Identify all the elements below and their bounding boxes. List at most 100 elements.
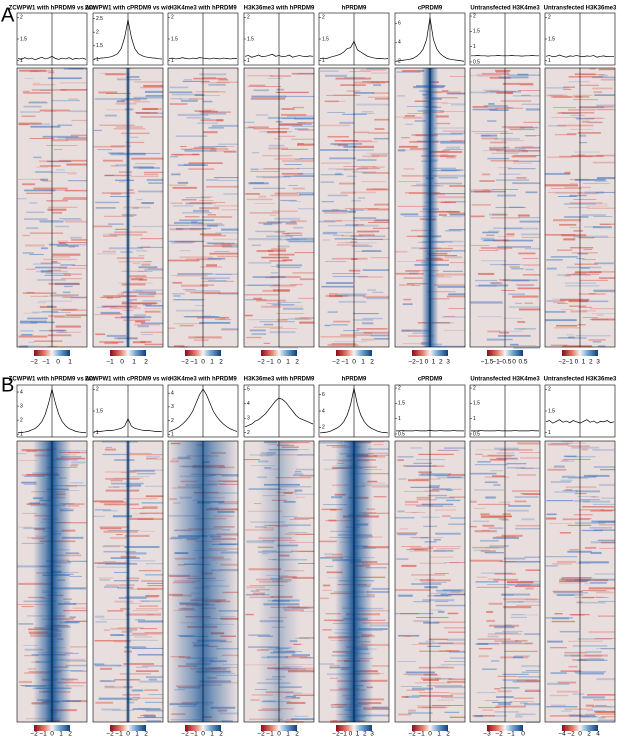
heatmap-streak bbox=[600, 223, 611, 225]
heatmap-streak bbox=[480, 572, 513, 574]
heatmap-streak bbox=[596, 108, 615, 111]
heatmap-streak bbox=[487, 120, 497, 122]
heatmap-streak bbox=[292, 187, 305, 190]
colorbar-label: −1 bbox=[39, 731, 47, 738]
heatmap-streak bbox=[272, 304, 295, 306]
heatmap-streak bbox=[567, 640, 603, 642]
heatmap-streak bbox=[322, 209, 348, 212]
heatmap-streak bbox=[438, 449, 461, 451]
heatmap-streak bbox=[559, 580, 588, 583]
heatmap-streak bbox=[477, 461, 491, 463]
heatmap-streak bbox=[207, 214, 216, 216]
heatmap-streak bbox=[515, 639, 528, 642]
heatmap-streak bbox=[580, 517, 592, 520]
heatmap-streak bbox=[429, 484, 441, 487]
heatmap-streak bbox=[256, 299, 286, 302]
colorbar-label: 3 bbox=[446, 359, 450, 366]
heatmap-streak bbox=[563, 88, 572, 90]
heatmap-streak bbox=[247, 86, 282, 87]
heatmap-streak bbox=[361, 166, 378, 168]
heatmap-streak bbox=[600, 468, 615, 471]
heatmap-streak bbox=[523, 493, 540, 495]
heatmap-streak bbox=[500, 132, 513, 134]
heatmap-streak bbox=[600, 716, 615, 718]
chart-title: Untransfected H3K4me3 bbox=[470, 6, 540, 12]
heatmap-streak bbox=[210, 148, 229, 151]
heatmap-streak bbox=[481, 529, 490, 531]
heatmap-streak bbox=[269, 331, 296, 334]
heatmap-streak bbox=[552, 590, 583, 593]
heatmap-streak bbox=[297, 129, 314, 131]
heatmap-streak bbox=[370, 153, 388, 155]
heatmap-streak bbox=[184, 149, 217, 152]
heatmap-streak bbox=[281, 233, 290, 235]
heatmap-streak bbox=[472, 105, 488, 108]
heatmap-streak bbox=[249, 84, 266, 86]
heatmap-streak bbox=[447, 638, 465, 641]
heatmap-streak bbox=[267, 249, 287, 252]
heatmap-streak bbox=[189, 202, 226, 204]
heatmap-streak bbox=[562, 112, 580, 114]
heatmap-streak bbox=[182, 80, 210, 83]
heatmap-streak bbox=[29, 138, 55, 139]
profile-line bbox=[17, 55, 87, 61]
heatmap-streak bbox=[23, 92, 51, 94]
heatmap-streak bbox=[22, 234, 30, 237]
heatmap-streak bbox=[30, 321, 55, 324]
colorbar-label: 1 bbox=[210, 359, 214, 366]
heatmap-streak bbox=[598, 717, 606, 719]
heatmap-streak bbox=[282, 118, 314, 120]
heatmap-streak bbox=[327, 343, 358, 346]
heatmap-streak bbox=[482, 150, 516, 152]
heatmap-streak bbox=[590, 541, 615, 544]
heatmap-streak bbox=[32, 263, 52, 265]
heatmap-streak bbox=[564, 654, 580, 657]
profile-line bbox=[93, 19, 163, 60]
heatmap-streak bbox=[206, 179, 219, 181]
heatmap-streak bbox=[577, 252, 588, 255]
heatmap-streak bbox=[561, 577, 592, 579]
heatmap-streak bbox=[253, 89, 269, 92]
heatmap-streak bbox=[432, 488, 452, 491]
heatmap-streak bbox=[39, 165, 61, 167]
heatmap-streak bbox=[185, 258, 216, 260]
colorbar bbox=[412, 350, 448, 356]
heatmap-streak bbox=[489, 624, 520, 627]
heatmap-streak bbox=[557, 681, 577, 684]
heatmap-streak bbox=[25, 244, 45, 247]
y-tick-label: 2 bbox=[247, 15, 250, 21]
heatmap-streak bbox=[496, 535, 516, 538]
heatmap-streak bbox=[586, 121, 603, 123]
heatmap-streak bbox=[571, 654, 603, 657]
heatmap-streak bbox=[209, 150, 236, 152]
panel-label: B bbox=[1, 374, 14, 396]
heatmap-streak bbox=[68, 98, 79, 100]
heatmap-streak bbox=[362, 317, 383, 320]
heatmap-streak bbox=[215, 273, 233, 275]
heatmap-streak bbox=[321, 285, 354, 288]
heatmap-streak bbox=[443, 447, 465, 449]
heatmap-streak bbox=[518, 252, 536, 255]
heatmap-streak bbox=[592, 340, 601, 343]
heatmap-streak bbox=[550, 672, 567, 674]
heatmap-streak bbox=[168, 184, 187, 186]
heatmap-streak bbox=[404, 500, 419, 504]
heatmap-streak bbox=[421, 707, 448, 709]
heatmap-streak bbox=[410, 547, 434, 550]
heatmap-streak bbox=[517, 73, 529, 76]
chart-title: hPRDM9 bbox=[342, 6, 367, 12]
heatmap-streak bbox=[291, 138, 314, 140]
heatmap-streak bbox=[414, 548, 429, 551]
heatmap-streak bbox=[176, 309, 204, 312]
heatmap-streak bbox=[497, 245, 532, 248]
heatmap-streak bbox=[567, 108, 596, 111]
heatmap-streak bbox=[21, 334, 33, 336]
heatmap-streak bbox=[519, 84, 534, 86]
colorbar-label: 1 bbox=[68, 359, 72, 366]
chart-title: Untransfected H3K36me3 bbox=[544, 6, 617, 12]
heatmap-streak bbox=[347, 175, 357, 177]
heatmap-streak bbox=[179, 146, 187, 147]
heatmap-streak bbox=[446, 499, 461, 502]
heatmap-streak bbox=[336, 244, 369, 246]
heatmap-streak bbox=[576, 601, 583, 603]
